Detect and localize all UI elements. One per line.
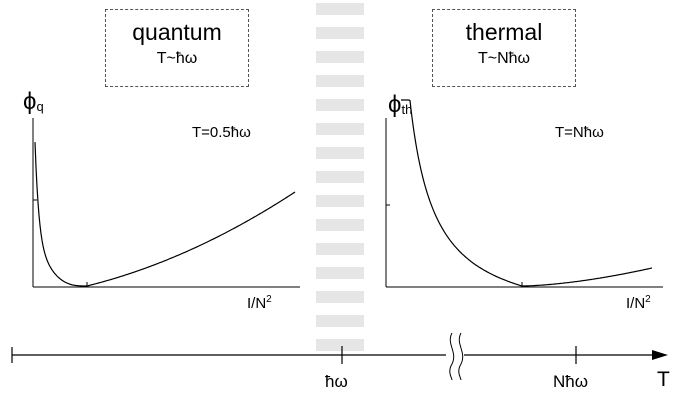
left-plot-ylabel: ϕq [23,88,44,115]
right-plot-temperature: T=Nħω [555,124,604,141]
thermal-regime-title: thermal [465,19,543,45]
separator-stripe [316,267,364,279]
axis-break-squiggle [458,332,464,381]
separator-stripe [316,195,364,207]
separator-stripe [316,51,364,63]
left-plot-ylabel-subscript: q [36,99,44,114]
temperature-axis-arrowhead [652,350,668,360]
regime-separator [316,3,364,351]
thermal-regime-condition: T~Nħω [477,50,531,67]
quantum-regime-title: quantum [132,19,222,45]
right-plot-ylabel: ϕth [388,91,413,118]
left-plot-temperature: T=0.5ħω [192,124,251,141]
right-plot-ylabel-subscript: th [401,102,413,117]
right-plot-xlabel-superscript: 2 [645,294,651,305]
separator-stripe [316,75,364,87]
separator-stripe [316,3,364,15]
axis-break-squiggle [449,332,455,381]
separator-stripe [316,315,364,327]
quantum-regime-condition: T~ħω [156,50,198,67]
separator-stripe [316,123,364,135]
left-plot-curve [34,142,296,287]
separator-stripe [316,339,364,351]
temperature-axis [11,332,668,381]
separator-stripe [316,171,364,183]
separator-stripe [316,291,364,303]
separator-stripe [316,27,364,39]
temperature-axis-label: T [657,368,670,391]
separator-stripe [316,243,364,255]
separator-stripe [316,147,364,159]
left-plot-xlabel: I/N2 [247,294,272,312]
tick-label-hbar-omega: ħω [325,372,348,391]
right-plot-curve [401,99,653,287]
separator-stripe [316,219,364,231]
tick-label-n-hbar-omega: Nħω [553,372,589,391]
left-plot-xlabel-superscript: 2 [266,294,272,305]
separator-stripe [316,99,364,111]
right-plot-xlabel: I/N2 [626,294,651,312]
quantum-regime-box: quantum T~ħω [105,9,249,87]
thermal-regime-box: thermal T~Nħω [432,9,576,87]
